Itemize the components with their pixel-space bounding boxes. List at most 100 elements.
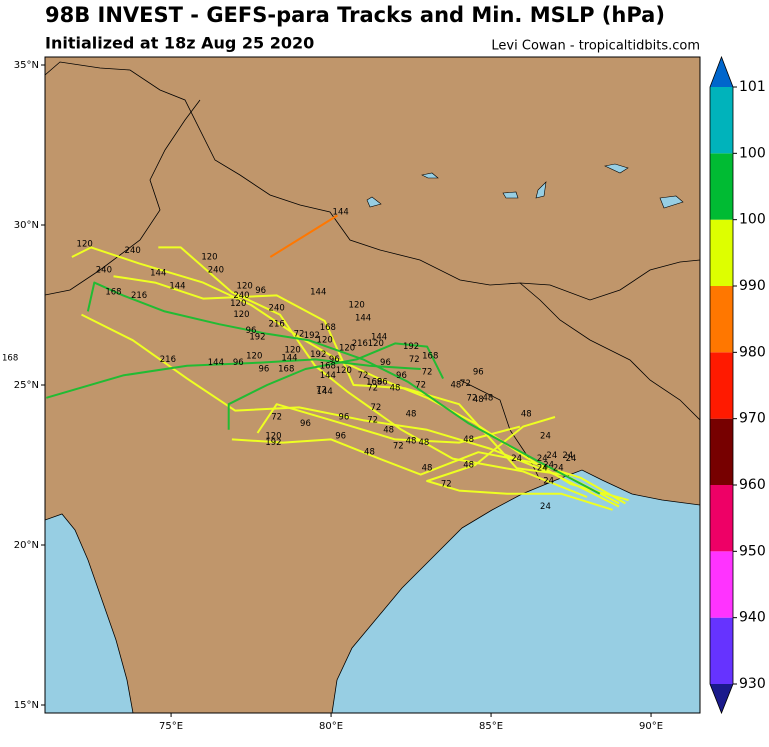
hour-label: 72 bbox=[370, 403, 381, 413]
hour-label: 72 bbox=[409, 355, 420, 365]
hour-label: 48 bbox=[482, 393, 493, 403]
hour-label: 72 bbox=[466, 393, 477, 403]
tracks bbox=[46, 214, 629, 511]
colorbar-label: 940 bbox=[739, 610, 766, 626]
subtitle: Initialized at 18z Aug 25 2020 bbox=[45, 34, 314, 53]
y-tick-label: 35°N bbox=[14, 60, 39, 71]
hour-label: 48 bbox=[422, 464, 433, 474]
colorbar-label: 100 bbox=[739, 212, 766, 228]
hour-label: 24 bbox=[540, 502, 551, 512]
colorbar-label: 980 bbox=[739, 344, 766, 360]
hour-label: 120 bbox=[368, 339, 384, 349]
y-tick-label: 30°N bbox=[14, 220, 39, 231]
hour-label: 240 bbox=[269, 304, 285, 314]
track bbox=[269, 214, 339, 258]
hour-label: 72 bbox=[393, 441, 404, 451]
track bbox=[426, 416, 613, 511]
hour-label: 24 bbox=[566, 454, 577, 464]
colorbar-under bbox=[710, 684, 733, 713]
hour-label: 48 bbox=[463, 435, 474, 445]
hour-label: 192 bbox=[310, 350, 326, 360]
hour-label: 72 bbox=[441, 480, 452, 490]
hour-label: 120 bbox=[265, 432, 281, 442]
hour-label: 120 bbox=[349, 301, 365, 311]
hour-label: 144 bbox=[169, 281, 185, 291]
hour-label: 168 bbox=[105, 288, 121, 298]
hour-label: 120 bbox=[336, 366, 352, 376]
hour-label: 72 bbox=[316, 385, 327, 395]
hour-label: 144 bbox=[320, 371, 336, 381]
hour-label: 240 bbox=[233, 291, 249, 301]
hour-label: 168 bbox=[320, 323, 336, 333]
border-west bbox=[45, 99, 201, 296]
hour-label: 120 bbox=[237, 281, 253, 291]
hour-label: 72 bbox=[367, 384, 378, 394]
x-tick-label: 75°E bbox=[159, 721, 183, 732]
colorbar-band bbox=[710, 286, 733, 353]
x-tick-label: 80°E bbox=[319, 721, 343, 732]
hour-label: 96 bbox=[246, 326, 257, 336]
hour-label: 72 bbox=[460, 379, 471, 389]
colorbar-band bbox=[710, 418, 733, 485]
hour-label: 144 bbox=[281, 353, 297, 363]
hour-label: 24 bbox=[511, 454, 522, 464]
hour-label: 240 bbox=[96, 265, 112, 275]
hour-label: 120 bbox=[285, 345, 301, 355]
hour-label: 96 bbox=[473, 368, 484, 378]
colorbar-band bbox=[710, 485, 733, 552]
hour-label: 72 bbox=[422, 368, 433, 378]
hour-label: 48 bbox=[450, 381, 461, 391]
hour-label: 24 bbox=[553, 464, 564, 474]
hour-label: 48 bbox=[463, 461, 474, 471]
hour-label: 192 bbox=[249, 333, 265, 343]
colorbar-label: 100 bbox=[739, 145, 766, 161]
hour-label: 72 bbox=[294, 329, 305, 339]
colorbar-band bbox=[710, 551, 733, 618]
y-tick-label: 20°N bbox=[14, 540, 39, 551]
hour-label: 96 bbox=[377, 377, 388, 387]
colorbar-band bbox=[710, 219, 733, 286]
hour-label: 24 bbox=[537, 454, 548, 464]
hour-label: 120 bbox=[230, 299, 246, 309]
hour-label: 120 bbox=[317, 336, 333, 346]
colorbar-label: 930 bbox=[739, 676, 766, 692]
hour-label: 192 bbox=[403, 342, 419, 352]
hour-label: 192 bbox=[265, 438, 281, 448]
hour-label: 96 bbox=[300, 419, 311, 429]
hour-label: 240 bbox=[125, 246, 141, 256]
hour-label: 216 bbox=[352, 339, 368, 349]
hour-label: 48 bbox=[406, 437, 417, 447]
hour-label: 144 bbox=[333, 208, 349, 218]
track bbox=[113, 275, 620, 505]
y-tick-label: 25°N bbox=[14, 380, 39, 391]
hour-label: 120 bbox=[77, 240, 93, 250]
map-area bbox=[45, 57, 700, 713]
hour-label: 96 bbox=[258, 365, 269, 375]
hour-label: 48 bbox=[521, 409, 532, 419]
track bbox=[86, 281, 601, 495]
hour-label: 96 bbox=[338, 413, 349, 423]
hour-label: 192 bbox=[304, 331, 320, 341]
hour-label: 144 bbox=[371, 333, 387, 343]
hour-label: 144 bbox=[310, 288, 326, 298]
hour-label: 24 bbox=[546, 451, 557, 461]
hour-label: 48 bbox=[390, 384, 401, 394]
hour-label: 120 bbox=[233, 310, 249, 320]
track bbox=[231, 438, 626, 505]
hour-label: 24 bbox=[537, 464, 548, 474]
hour-label: 168 bbox=[2, 353, 18, 363]
track bbox=[81, 313, 620, 508]
hour-label: 96 bbox=[335, 432, 346, 442]
colorbar: 930 940 950 960 970 980 990 100 100 101 bbox=[709, 55, 766, 715]
hour-label: 240 bbox=[208, 265, 224, 275]
hour-label: 96 bbox=[380, 358, 391, 368]
track bbox=[46, 358, 421, 399]
hour-label: 48 bbox=[418, 438, 429, 448]
hour-label: 48 bbox=[364, 448, 375, 458]
colorbar-band bbox=[710, 153, 733, 220]
colorbar-over bbox=[710, 57, 733, 87]
track bbox=[71, 246, 629, 502]
hour-label: 120 bbox=[339, 344, 355, 354]
